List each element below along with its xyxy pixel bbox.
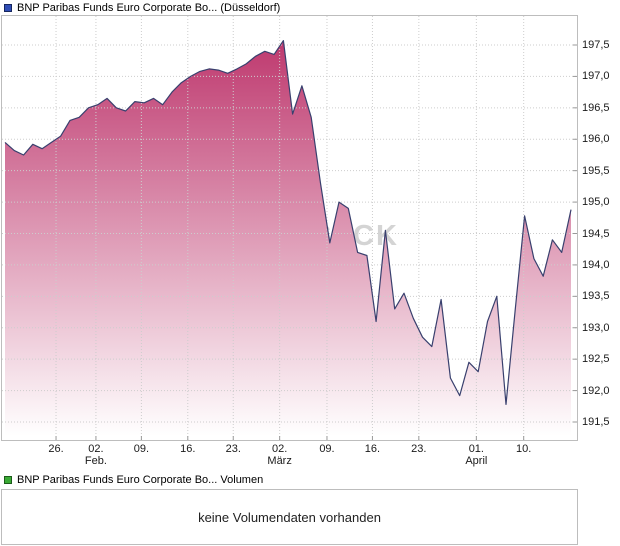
x-axis-month-label: April <box>465 455 488 467</box>
y-axis: 197,5 197,0 196,5 196,0 195,5 195,0 194,5 194,0… <box>582 15 620 441</box>
x-axis-month-label: Feb. <box>84 455 107 467</box>
x-axis-label: 23. <box>225 443 241 455</box>
x-axis-label: 09. <box>319 443 335 455</box>
x-axis-month-label: März <box>267 455 292 467</box>
x-axis-label: 02. Feb. <box>74 443 118 467</box>
price-chart-title: BNP Paribas Funds Euro Corporate Bo... (… <box>17 2 281 14</box>
x-axis-label: 23. <box>411 443 427 455</box>
y-axis-label: 195,5 <box>582 164 610 177</box>
x-axis-label: 16. <box>364 443 381 455</box>
x-axis: 26. 02. Feb. 09. 16. 23. 02. März 09. 16. 23. 01. Ap… <box>1 442 578 470</box>
y-axis-label: 196,5 <box>582 101 610 114</box>
x-axis-label: 01. April <box>454 443 498 467</box>
y-axis-label: 197,0 <box>582 70 610 83</box>
price-series-legend-icon <box>4 4 12 12</box>
x-axis-label: 02. März <box>258 443 302 467</box>
volume-empty-message: keine Volumendaten vorhanden <box>198 509 381 525</box>
x-axis-label: 09. <box>133 443 150 455</box>
x-axis-label: 16. <box>180 443 196 455</box>
y-axis-label: 193,5 <box>582 290 610 303</box>
y-axis-label: 195,0 <box>582 196 610 209</box>
price-chart-plot[interactable]: STCK <box>1 15 578 441</box>
volume-panel-title: BNP Paribas Funds Euro Corporate Bo... V… <box>17 474 264 486</box>
y-axis-label: 194,5 <box>582 227 610 240</box>
y-axis-label: 191,5 <box>582 416 610 428</box>
volume-series-legend-icon <box>4 476 12 484</box>
price-chart-svg[interactable] <box>2 16 577 440</box>
volume-panel-header: BNP Paribas Funds Euro Corporate Bo... V… <box>4 474 263 486</box>
y-axis-label: 192,5 <box>582 353 610 366</box>
volume-empty-box: keine Volumendaten vorhanden <box>1 489 578 545</box>
y-axis-label: 197,5 <box>582 39 610 51</box>
x-axis-label: 10. <box>516 443 532 455</box>
y-axis-label: 194,0 <box>582 258 610 271</box>
x-axis-label: 26. <box>48 443 64 455</box>
y-axis-label: 196,0 <box>582 133 610 146</box>
y-axis-label: 193,0 <box>582 321 610 334</box>
price-panel-header: BNP Paribas Funds Euro Corporate Bo... (… <box>4 2 280 14</box>
y-axis-label: 192,0 <box>582 384 610 397</box>
